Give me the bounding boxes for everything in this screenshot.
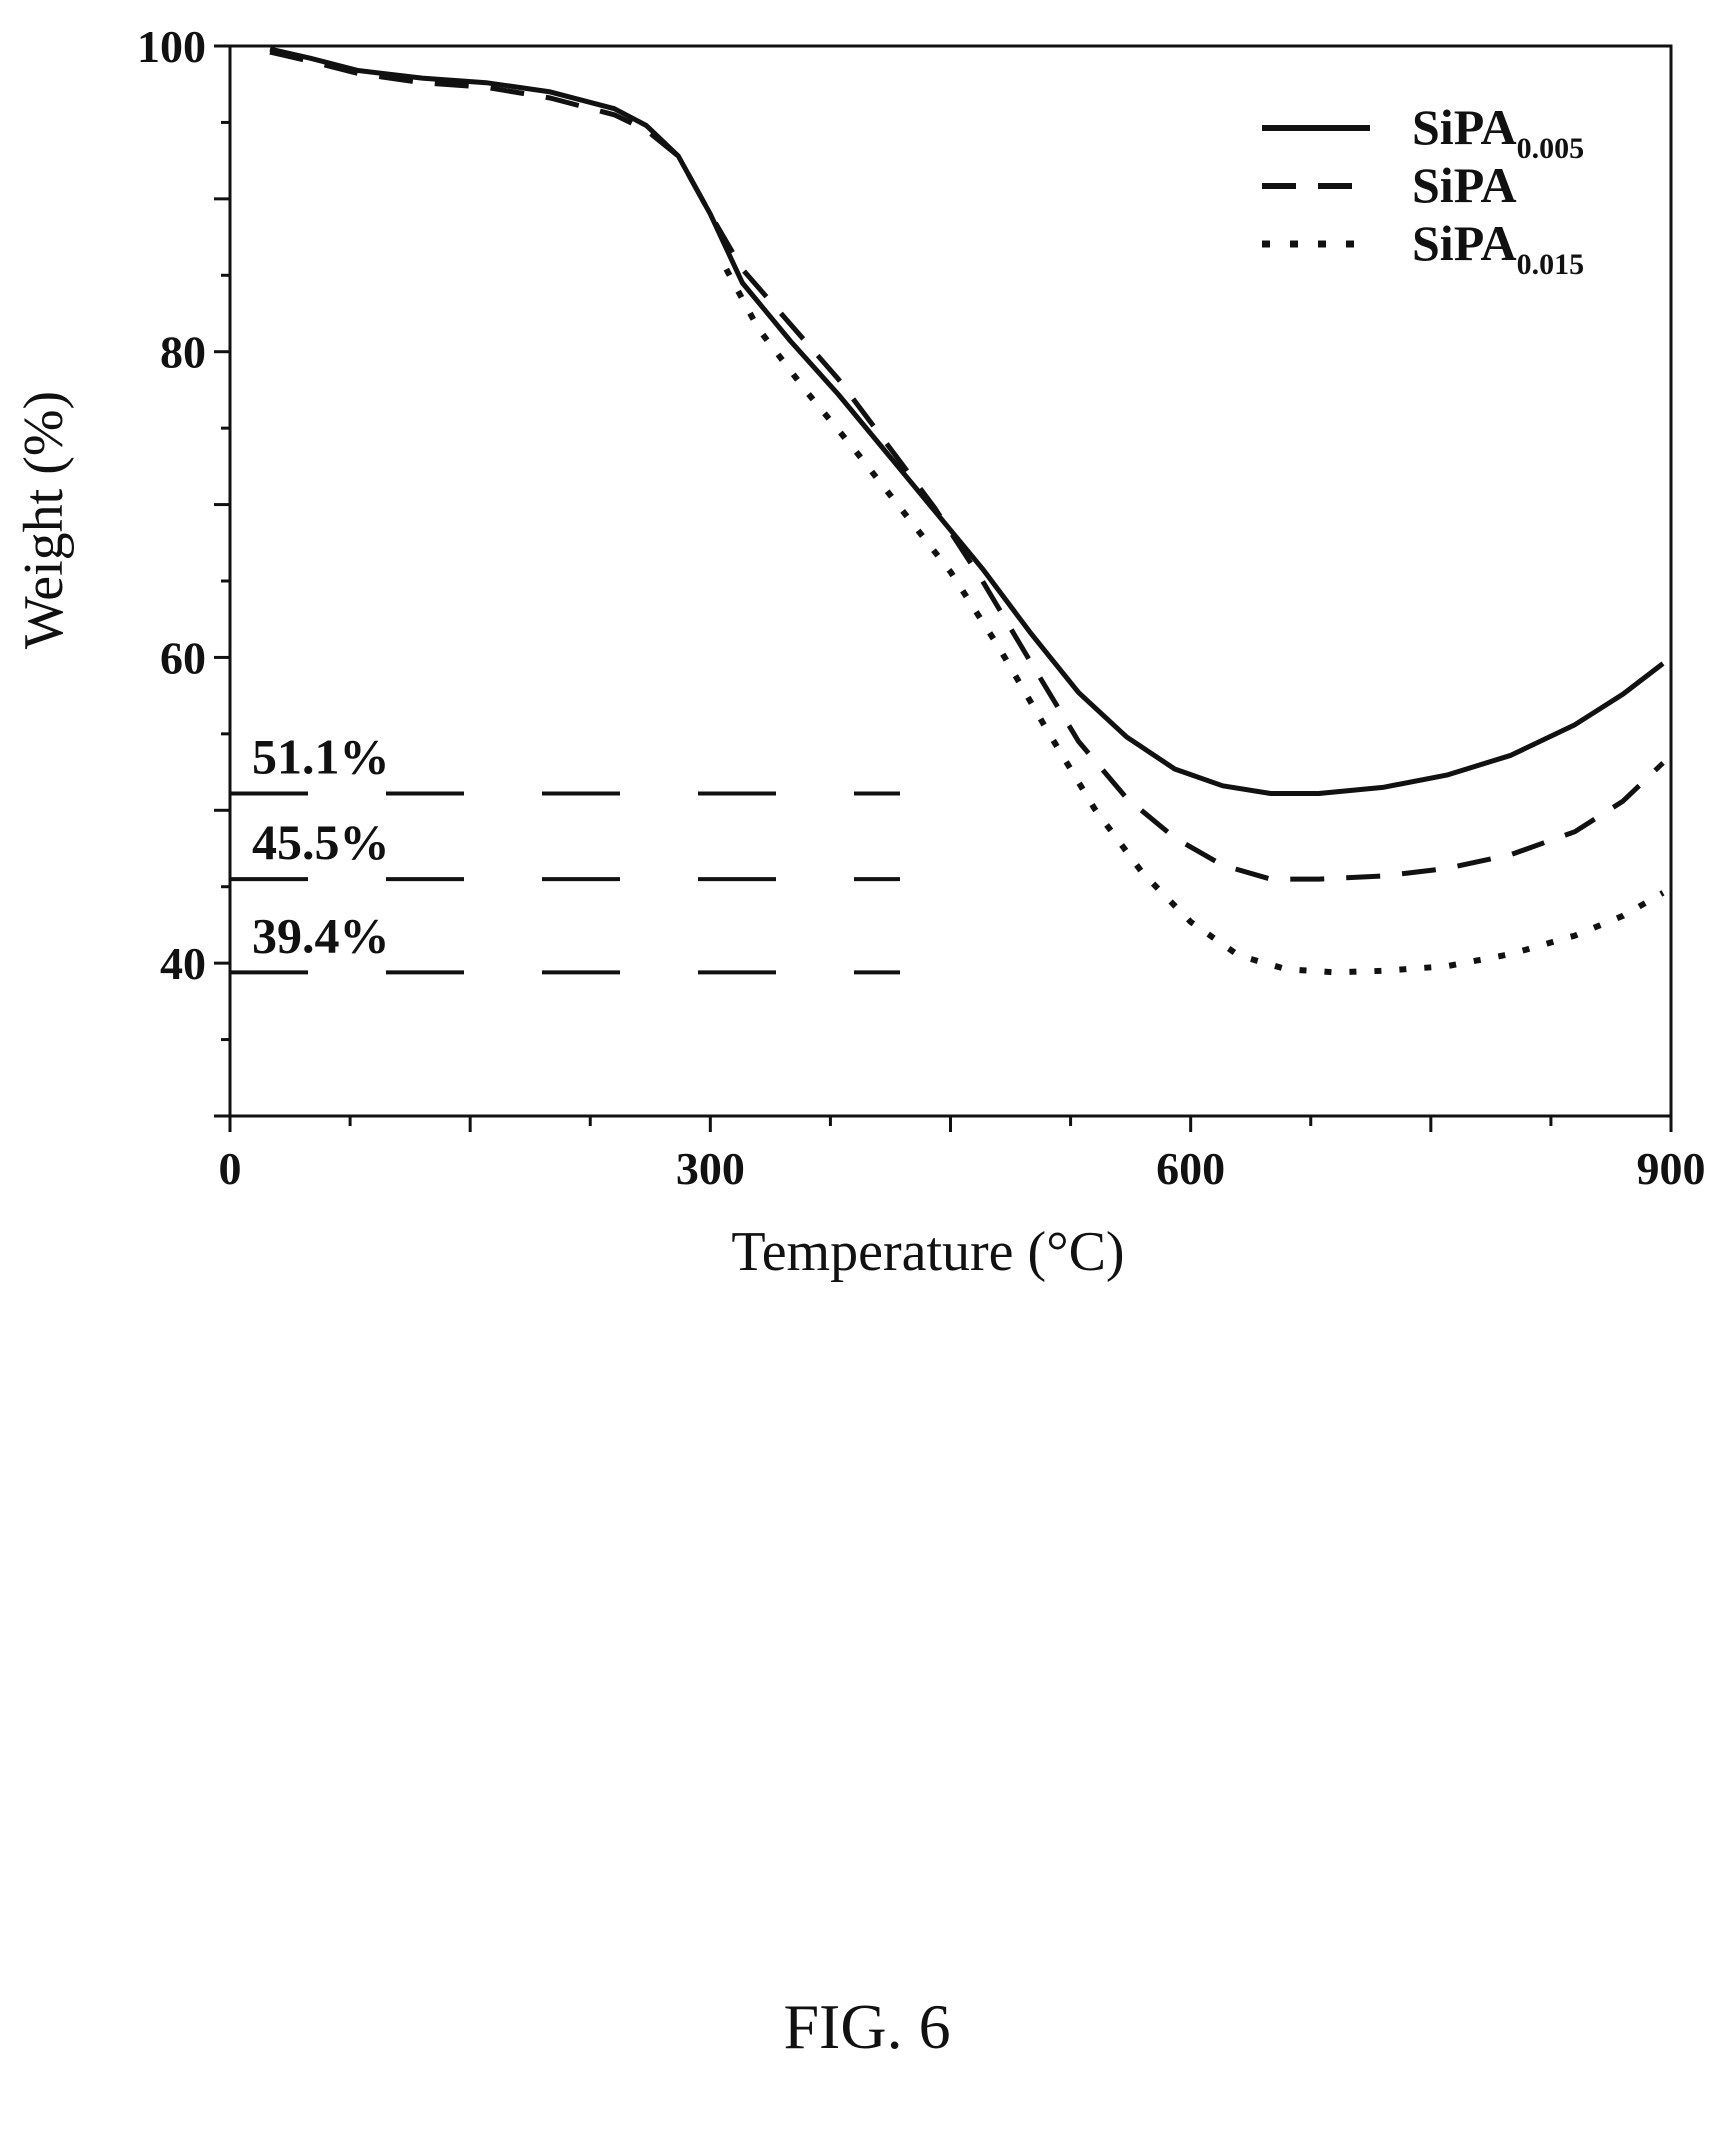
y-tick-label: 60 — [160, 632, 206, 683]
legend-entry-label: SiPA0.015 — [1412, 215, 1584, 281]
x-axis-label: Temperature (°C) — [731, 1221, 1124, 1283]
reference-line-label: 39.4% — [252, 907, 390, 963]
reference-lines: 51.1% 45.5% 39.4% — [230, 728, 900, 975]
legend-entry-label: SiPA — [1412, 157, 1517, 213]
series-line-dotted — [723, 267, 1665, 976]
reference-line-label: 45.5% — [252, 814, 390, 870]
legend-entry-label: SiPA0.005 — [1412, 99, 1584, 165]
x-tick-label: 600 — [1156, 1143, 1225, 1194]
series-line-dashed — [269, 49, 1665, 882]
y-tick-label: 100 — [137, 21, 206, 72]
reference-line-label: 51.1% — [252, 728, 390, 784]
y-tick-label: 80 — [160, 327, 206, 378]
figure-caption: FIG. 6 — [783, 1991, 951, 2062]
x-tick-label: 900 — [1637, 1143, 1706, 1194]
x-tick-label: 300 — [676, 1143, 745, 1194]
x-tick-label: 0 — [219, 1143, 242, 1194]
y-axis-label: Weight (%) — [13, 391, 75, 649]
y-axis-ticks: 40 60 80 100 — [137, 21, 230, 1118]
y-tick-label: 40 — [160, 938, 206, 989]
data-series — [269, 46, 1665, 976]
tga-chart: 51.1% 45.5% 39.4% 0 300 600 900 40 60 80 100 Tem… — [13, 21, 1706, 1283]
x-axis-ticks: 0 300 600 900 — [219, 1116, 1706, 1194]
